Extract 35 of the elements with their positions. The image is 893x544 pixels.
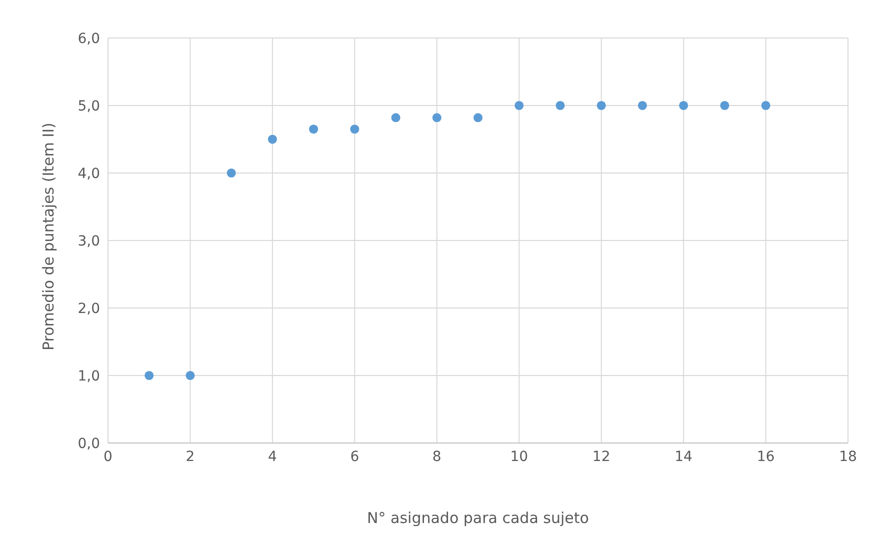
- y-tick-label: 6,0: [78, 30, 100, 47]
- y-axis-title: Promedio de puntajes (Item II): [39, 122, 58, 350]
- point: [350, 124, 360, 134]
- y-tick-label: 0,0: [78, 436, 100, 452]
- point: [761, 100, 770, 110]
- x-tick-label: 0: [104, 448, 112, 465]
- y-tick-label: 3,0: [78, 233, 100, 250]
- point: [514, 100, 524, 110]
- x-tick-label: 2: [186, 448, 195, 465]
- point: [679, 100, 688, 110]
- point: [596, 100, 606, 110]
- point: [309, 124, 318, 134]
- x-tick-label: 10: [510, 448, 528, 465]
- y-tick-label: 4,0: [78, 166, 100, 182]
- point: [186, 370, 195, 380]
- x-axis-title: N° asignado para cada sujeto: [367, 509, 589, 527]
- x-tick-label: 8: [432, 448, 442, 465]
- y-tick-label: 1,0: [78, 368, 100, 384]
- x-tick-label: 12: [592, 448, 610, 465]
- point: [638, 100, 647, 110]
- point: [473, 113, 483, 122]
- x-tick-label: 4: [268, 448, 277, 465]
- y-tick-label: 2,0: [78, 300, 100, 317]
- point: [720, 100, 730, 110]
- x-tick-label: 14: [674, 448, 693, 465]
- point: [226, 168, 236, 178]
- point: [432, 113, 442, 122]
- x-tick-label: 6: [350, 448, 360, 465]
- x-tick-label: 18: [839, 448, 857, 465]
- x-tick-label: 16: [756, 448, 775, 465]
- point: [268, 134, 277, 144]
- point: [556, 100, 565, 110]
- point: [391, 113, 400, 122]
- point: [144, 370, 154, 380]
- y-tick-label: 5,0: [78, 98, 100, 114]
